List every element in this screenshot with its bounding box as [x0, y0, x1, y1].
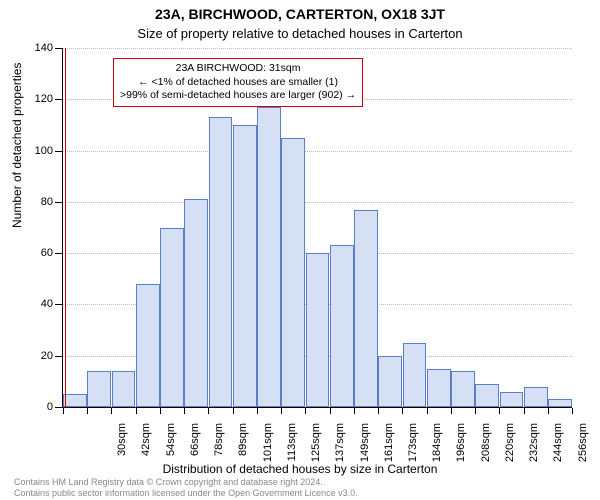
histogram-bar [281, 138, 305, 407]
histogram-bar [500, 392, 524, 407]
annotation-line: ← <1% of detached houses are smaller (1) [120, 76, 356, 90]
x-tick [281, 408, 282, 414]
y-tick [55, 202, 62, 203]
histogram-bar [524, 387, 548, 408]
x-tick [208, 408, 209, 414]
x-tick [160, 408, 161, 414]
histogram-bar [209, 117, 233, 407]
x-tick [257, 408, 258, 414]
annotation-line: >99% of semi-detached houses are larger … [120, 89, 356, 103]
x-tick [402, 408, 403, 414]
y-tick-label: 20 [23, 350, 53, 362]
histogram-bar [427, 369, 451, 407]
histogram-bar [63, 394, 87, 407]
grid-line [63, 151, 572, 152]
x-tick [87, 408, 88, 414]
marker-line [65, 48, 66, 407]
y-axis-label: Number of detached properties [10, 63, 24, 228]
histogram-bar [112, 371, 136, 407]
histogram-bar [451, 371, 475, 407]
y-tick-label: 140 [23, 42, 53, 54]
y-tick-label: 40 [23, 298, 53, 310]
histogram-bar [87, 371, 111, 407]
y-tick-label: 80 [23, 196, 53, 208]
histogram-bar [330, 245, 354, 407]
x-tick [330, 408, 331, 414]
chart-container: 23A, BIRCHWOOD, CARTERTON, OX18 3JT Size… [0, 0, 600, 500]
histogram-bar [184, 199, 208, 407]
x-tick [427, 408, 428, 414]
y-tick [55, 356, 62, 357]
y-tick [55, 48, 62, 49]
x-tick [354, 408, 355, 414]
x-tick [233, 408, 234, 414]
histogram-bar [233, 125, 257, 407]
histogram-bar [257, 107, 281, 407]
annotation-box: 23A BIRCHWOOD: 31sqm← <1% of detached ho… [113, 58, 363, 107]
x-tick [136, 408, 137, 414]
x-tick [63, 408, 64, 414]
histogram-bar [403, 343, 427, 407]
x-tick [548, 408, 549, 414]
y-tick [55, 304, 62, 305]
chart-title-main: 23A, BIRCHWOOD, CARTERTON, OX18 3JT [0, 6, 600, 22]
plot-area: 02040608010012014030sqm42sqm54sqm66sqm78… [62, 48, 572, 408]
x-tick [524, 408, 525, 414]
grid-line [63, 202, 572, 203]
histogram-bar [160, 228, 184, 408]
x-tick [475, 408, 476, 414]
y-tick-label: 0 [23, 401, 53, 413]
footer-line-2: Contains public sector information licen… [14, 488, 358, 498]
histogram-bar [306, 253, 330, 407]
histogram-bar [548, 399, 572, 407]
annotation-line: 23A BIRCHWOOD: 31sqm [120, 62, 356, 76]
grid-line [63, 48, 572, 49]
y-tick [55, 407, 62, 408]
x-tick [572, 408, 573, 414]
y-tick-label: 60 [23, 247, 53, 259]
histogram-bar [378, 356, 402, 407]
y-tick [55, 253, 62, 254]
x-tick [111, 408, 112, 414]
x-axis-label: Distribution of detached houses by size … [0, 462, 600, 476]
x-tick [184, 408, 185, 414]
chart-title-sub: Size of property relative to detached ho… [0, 26, 600, 41]
histogram-bar [354, 210, 378, 407]
x-tick [305, 408, 306, 414]
y-tick [55, 99, 62, 100]
footer-attribution: Contains HM Land Registry data © Crown c… [14, 477, 358, 498]
y-tick-label: 100 [23, 145, 53, 157]
x-tick [378, 408, 379, 414]
x-tick [499, 408, 500, 414]
y-tick [55, 151, 62, 152]
x-tick [451, 408, 452, 414]
footer-line-1: Contains HM Land Registry data © Crown c… [14, 477, 358, 487]
y-tick-label: 120 [23, 93, 53, 105]
histogram-bar [475, 384, 499, 407]
histogram-bar [136, 284, 160, 407]
